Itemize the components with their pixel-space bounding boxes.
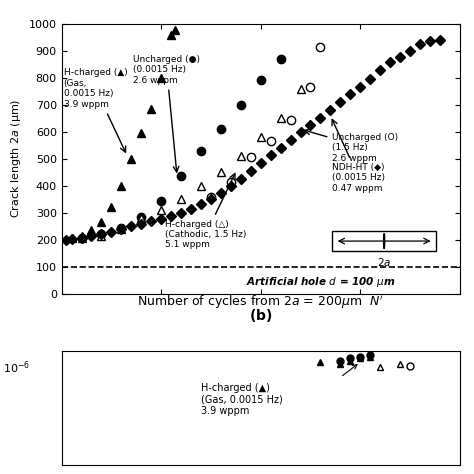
Text: Artificial hole $d$ = 100 $\mu$m: Artificial hole $d$ = 100 $\mu$m xyxy=(246,275,395,289)
Text: Number of cycles from 2$a$ = 200$\mu$m  $N'$: Number of cycles from 2$a$ = 200$\mu$m $… xyxy=(137,293,384,311)
Text: Uncharged (●)
(0.0015 Hz)
2.6 wppm: Uncharged (●) (0.0015 Hz) 2.6 wppm xyxy=(133,55,201,172)
Y-axis label: Crack length 2$a$ (μm): Crack length 2$a$ (μm) xyxy=(9,99,23,219)
Text: $2a$: $2a$ xyxy=(377,256,391,268)
Bar xyxy=(332,231,436,251)
Text: NDH-HT (◆)
(0.0015 Hz)
0.47 wppm: NDH-HT (◆) (0.0015 Hz) 0.47 wppm xyxy=(332,119,385,192)
Text: $\mathbf{(b)}$: $\mathbf{(b)}$ xyxy=(249,307,273,324)
Text: Uncharged (O)
(1.5 Hz)
2.6 wppm: Uncharged (O) (1.5 Hz) 2.6 wppm xyxy=(305,129,399,163)
Text: H-charged (▲)
(Gas,
0.0015 Hz)
3.9 wppm: H-charged (▲) (Gas, 0.0015 Hz) 3.9 wppm xyxy=(64,68,128,152)
Text: H-charged (▲)
(Gas, 0.0015 Hz)
3.9 wppm: H-charged (▲) (Gas, 0.0015 Hz) 3.9 wppm xyxy=(201,383,283,416)
Text: H-charged (△)
(Cathodic, 1.5 Hz)
5.1 wppm: H-charged (△) (Cathodic, 1.5 Hz) 5.1 wpp… xyxy=(165,173,246,249)
Text: $10^{-6}$: $10^{-6}$ xyxy=(2,359,30,376)
